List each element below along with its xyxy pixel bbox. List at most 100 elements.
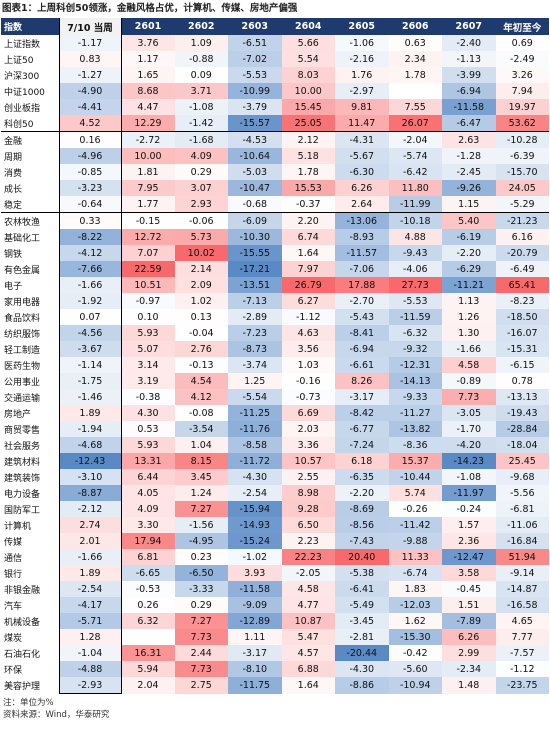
value-cell: -6.94 [442,83,496,99]
value-cell: 0.16 [58,131,122,148]
value-cell: -13.51 [228,277,282,293]
table-row: 家用电器 -1.92 -0.97 1.02 -7.13 6.27 -2.70 -5.53 1.1… [1,293,549,309]
value-cell: -3.23 [58,180,122,196]
table-row: 稳定 -0.64 1.77 2.93 -0.68 -0.37 2.64 -11.99 1.15-… [1,196,549,213]
value-cell: 1.77 [121,196,175,213]
value-cell: 4.58 [281,581,335,597]
value-cell: -9.26 [442,180,496,196]
value-cell: -4.95 [174,533,228,549]
value-cell: -4.88 [58,661,122,677]
table-row: 美容护理 -2.93 2.04 2.75 -11.75 1.64 -8.86 -10.94 1.… [1,677,549,694]
value-cell: -2.45 [442,164,496,180]
value-cell: -3.99 [442,67,496,83]
value-cell: -2.49 [495,51,549,67]
value-cell: -11.97 [442,485,496,501]
value-cell: 10.00 [281,83,335,99]
header-row: 指数 7/10 当周 2601 2602 2603 2604 2605 2606 2607 年初至… [1,18,549,35]
value-cell: -5.29 [495,196,549,213]
table-row: 机械设备 -5.71 6.32 7.27 -12.89 10.87 -3.45 1.62 -7.… [1,613,549,629]
value-cell: -15.94 [228,501,282,517]
value-cell: -8.69 [335,501,389,517]
value-cell: -3.54 [174,421,228,437]
value-cell: -0.06 [174,212,228,229]
table-row: 消费 -0.85 1.81 0.29 -5.03 1.78 -6.30 -6.42 -2.45-… [1,164,549,180]
row-label: 机械设备 [4,617,41,628]
value-cell: 6.74 [281,229,335,245]
value-cell: 4.57 [281,645,335,661]
value-cell: -11.27 [388,405,442,421]
value-cell: -7.23 [228,325,282,341]
value-cell: -4.30 [228,469,282,485]
table-title: 图表1：上周科创50领涨，金融风格占优，计算机、传媒、房地产偏强 [2,3,298,14]
header-cell: 2605 [335,18,389,35]
row-label: 商贸零售 [4,425,41,436]
value-cell: 26.07 [388,115,442,132]
value-cell: -1.68 [174,131,228,148]
value-cell: 0.10 [121,309,175,325]
value-cell: -5.38 [335,565,389,581]
table-row: 电子 -1.66 10.51 2.09 -13.51 26.79 17.88 27.73 -11… [1,277,549,293]
value-cell: 1.57 [442,517,496,533]
table-row: 金融 0.16 -2.72 -1.68 -4.53 2.12 -4.31 -2.04 2.63-… [1,131,549,148]
value-cell: -11.25 [228,405,282,421]
value-cell: -0.13 [174,357,228,373]
table-row: 国防军工 -2.12 4.09 7.27 -15.94 9.28 -8.69 -0.26 -0.… [1,501,549,517]
value-cell: -1.28 [442,148,496,164]
value-cell: 10.00 [121,148,175,164]
table-row: 公用事业 -1.75 3.19 4.54 1.25 -0.16 8.26 -14.13 -0.8… [1,373,549,389]
value-cell: 8.98 [281,485,335,501]
row-label: 电子 [4,281,23,292]
value-cell: -11.58 [228,581,282,597]
value-cell: 0.29 [174,597,228,613]
value-cell: -6.65 [121,565,175,581]
value-cell: 0.07 [58,309,122,325]
value-cell: 6.81 [121,549,175,565]
value-cell: 1.24 [174,485,228,501]
value-cell: -8.10 [228,661,282,677]
table-row: 农林牧渔 0.33 -0.15 -0.06 -6.09 2.20 -13.06 -10.18 5… [1,212,549,229]
value-cell: -9.14 [495,565,549,581]
value-cell: 22.59 [121,261,175,277]
value-cell: -15.70 [495,164,549,180]
value-cell: 2.44 [174,645,228,661]
value-cell: 5.74 [388,485,442,501]
value-cell: -2.97 [335,83,389,99]
value-cell: -4.53 [228,131,282,148]
value-cell: 17.94 [121,533,175,549]
value-cell: -1.12 [495,661,549,677]
row-label: 环保 [4,665,23,676]
row-label: 煤炭 [4,633,23,644]
row-label: 家用电器 [4,297,41,308]
value-cell: 2.99 [442,645,496,661]
value-cell: 4.63 [281,325,335,341]
value-cell: -12.03 [388,597,442,613]
value-cell: -3.74 [228,357,282,373]
value-cell: -14.13 [388,373,442,389]
value-cell: 1.09 [174,35,228,51]
value-cell: -7.66 [58,261,122,277]
value-cell: 12.72 [121,229,175,245]
value-cell: 8.26 [335,373,389,389]
value-cell: -2.12 [58,501,122,517]
value-cell: -16.58 [495,597,549,613]
value-cell: 1.89 [58,405,122,421]
value-cell: -10.99 [228,83,282,99]
value-cell: -2.16 [335,51,389,67]
table-row: 社会服务 -4.68 5.93 1.04 -8.58 3.36 -7.24 -8.36 -4.2… [1,437,549,453]
value-cell: 2.93 [174,196,228,213]
value-cell: 1.64 [281,677,335,694]
row-label: 传媒 [4,537,23,548]
value-cell: 11.33 [388,549,442,565]
value-cell: -6.39 [495,148,549,164]
table-row: 煤炭 1.28 7.73 1.11 5.47 -2.81 -15.30 6.26 7.77 [1,629,549,645]
value-cell: 4.05 [121,485,175,501]
value-cell: -0.73 [281,389,335,405]
table-row: 房地产 1.89 4.30 -0.08 -11.25 6.69 -8.42 -11.27 -3.… [1,405,549,421]
value-cell: 6.26 [442,629,496,645]
value-cell: 4.54 [174,373,228,389]
table-row: 通信 -1.66 6.81 0.23 -1.02 22.23 20.40 11.33 -12.4… [1,549,549,565]
table-row: 商贸零售 -1.94 0.53 -3.54 -11.76 2.03 -6.77 -13.82-… [1,421,549,437]
value-cell: 7.73 [174,629,228,645]
value-cell: -16.84 [495,533,549,549]
value-cell: -6.81 [495,501,549,517]
